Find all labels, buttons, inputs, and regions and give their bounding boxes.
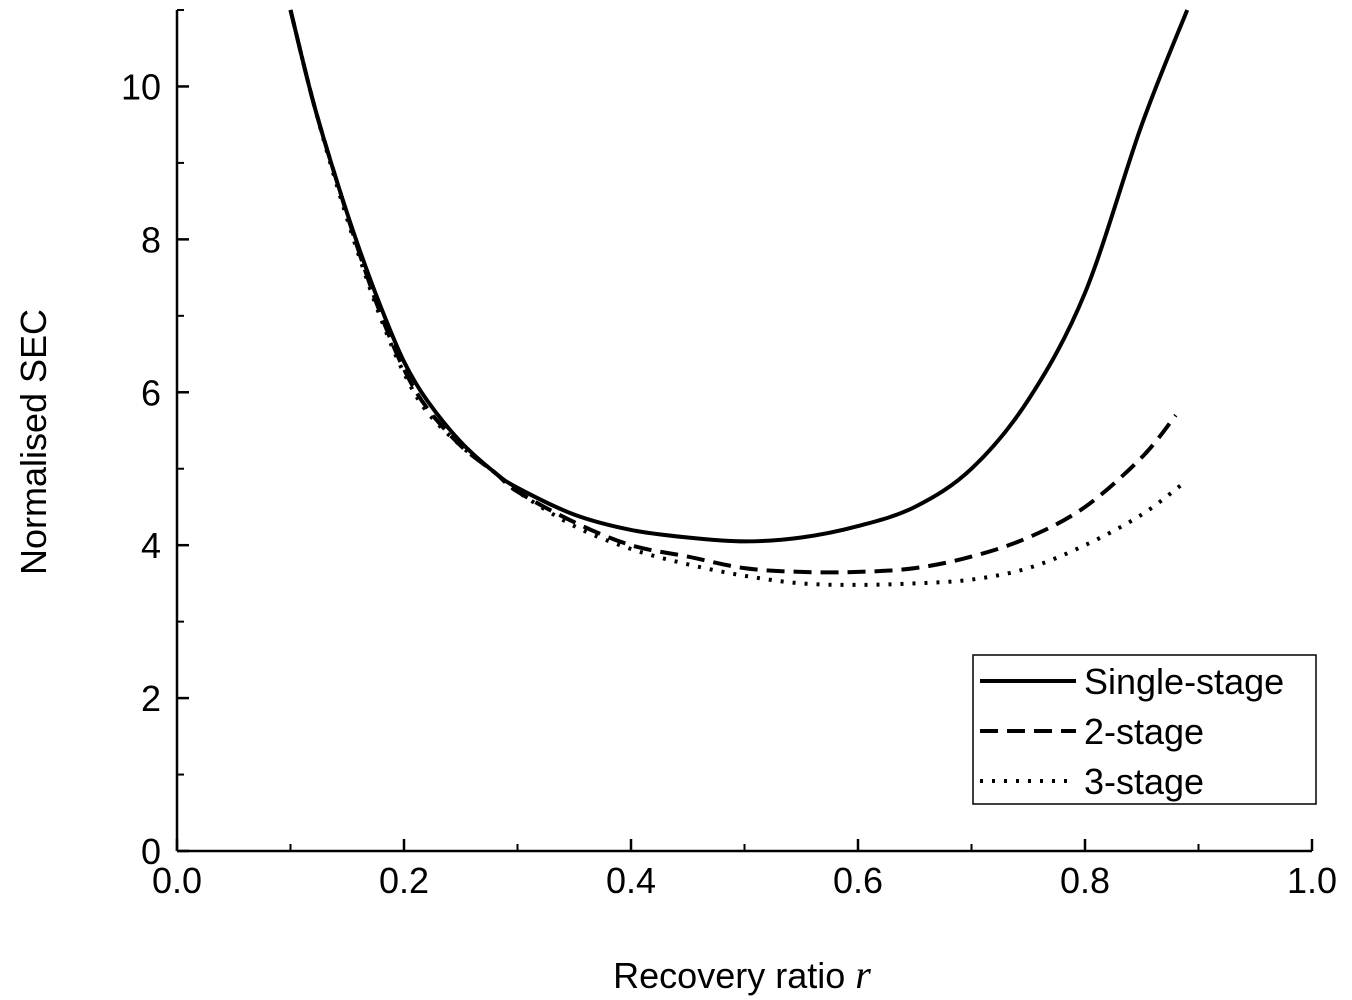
ticks-layer: 0.0 0.2 0.4 0.6 0.8 1.0 0 2 4 6 8 10 <box>121 9 1337 901</box>
legend-label-2-stage: 2-stage <box>1084 711 1204 752</box>
y-axis-title: Normalised SEC <box>13 309 54 575</box>
x-tick-label: 0.8 <box>1060 860 1110 901</box>
legend-label-3-stage: 3-stage <box>1084 761 1204 802</box>
y-tick-label: 0 <box>141 831 161 872</box>
y-tick-label: 10 <box>121 66 161 107</box>
x-tick-label: 0.0 <box>152 860 202 901</box>
y-tick-label: 8 <box>141 219 161 260</box>
x-tick-label: 0.4 <box>606 860 656 901</box>
series-line-3-stage <box>288 9 1189 587</box>
legend: Single-stage 2-stage 3-stage <box>972 654 1317 805</box>
x-tick-label: 0.6 <box>833 860 883 901</box>
x-tick-label: 0.2 <box>379 860 429 901</box>
y-tick-label: 2 <box>141 678 161 719</box>
y-tick-label: 4 <box>141 525 161 566</box>
series-line-single-stage <box>288 9 1190 544</box>
series-layer <box>288 9 1190 587</box>
x-axis-variable: r <box>855 952 871 997</box>
legend-label-single-stage: Single-stage <box>1084 661 1284 702</box>
x-axis-title: Recovery ratio r <box>613 952 871 997</box>
series-line-2-stage <box>288 9 1178 575</box>
x-tick-label: 1.0 <box>1287 860 1337 901</box>
plot-area: 0.0 0.2 0.4 0.6 0.8 1.0 0 2 4 6 8 10 <box>121 9 1337 901</box>
y-tick-label: 6 <box>141 372 161 413</box>
